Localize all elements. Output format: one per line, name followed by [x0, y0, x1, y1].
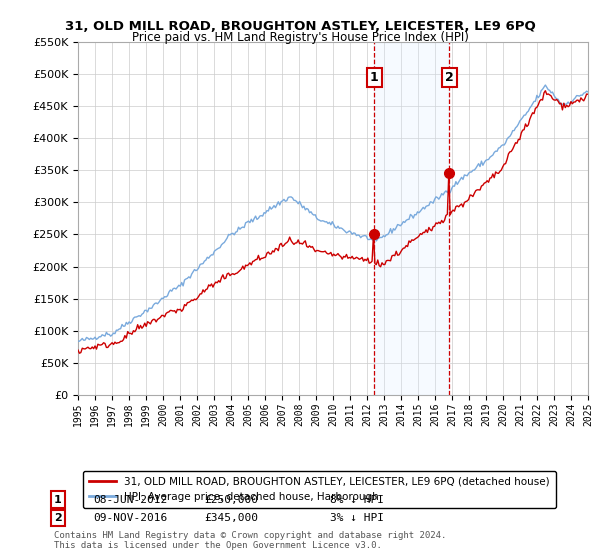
Text: £250,000: £250,000 [204, 494, 258, 505]
Text: 2: 2 [445, 71, 454, 84]
Text: 1: 1 [54, 494, 62, 505]
Text: Contains HM Land Registry data © Crown copyright and database right 2024.
This d: Contains HM Land Registry data © Crown c… [54, 530, 446, 550]
Text: Price paid vs. HM Land Registry's House Price Index (HPI): Price paid vs. HM Land Registry's House … [131, 31, 469, 44]
Bar [374, 42, 449, 395]
Text: £345,000: £345,000 [204, 513, 258, 523]
Text: 09-NOV-2016: 09-NOV-2016 [93, 513, 167, 523]
Text: 08-JUN-2012: 08-JUN-2012 [93, 494, 167, 505]
Text: 2: 2 [54, 513, 62, 523]
Text: 3% ↓ HPI: 3% ↓ HPI [330, 513, 384, 523]
Text: 1: 1 [370, 71, 379, 84]
Text: 31, OLD MILL ROAD, BROUGHTON ASTLEY, LEICESTER, LE9 6PQ: 31, OLD MILL ROAD, BROUGHTON ASTLEY, LEI… [65, 20, 535, 32]
Text: 8% ↓ HPI: 8% ↓ HPI [330, 494, 384, 505]
Legend: 31, OLD MILL ROAD, BROUGHTON ASTLEY, LEICESTER, LE9 6PQ (detached house), HPI: A: 31, OLD MILL ROAD, BROUGHTON ASTLEY, LEI… [83, 470, 556, 508]
